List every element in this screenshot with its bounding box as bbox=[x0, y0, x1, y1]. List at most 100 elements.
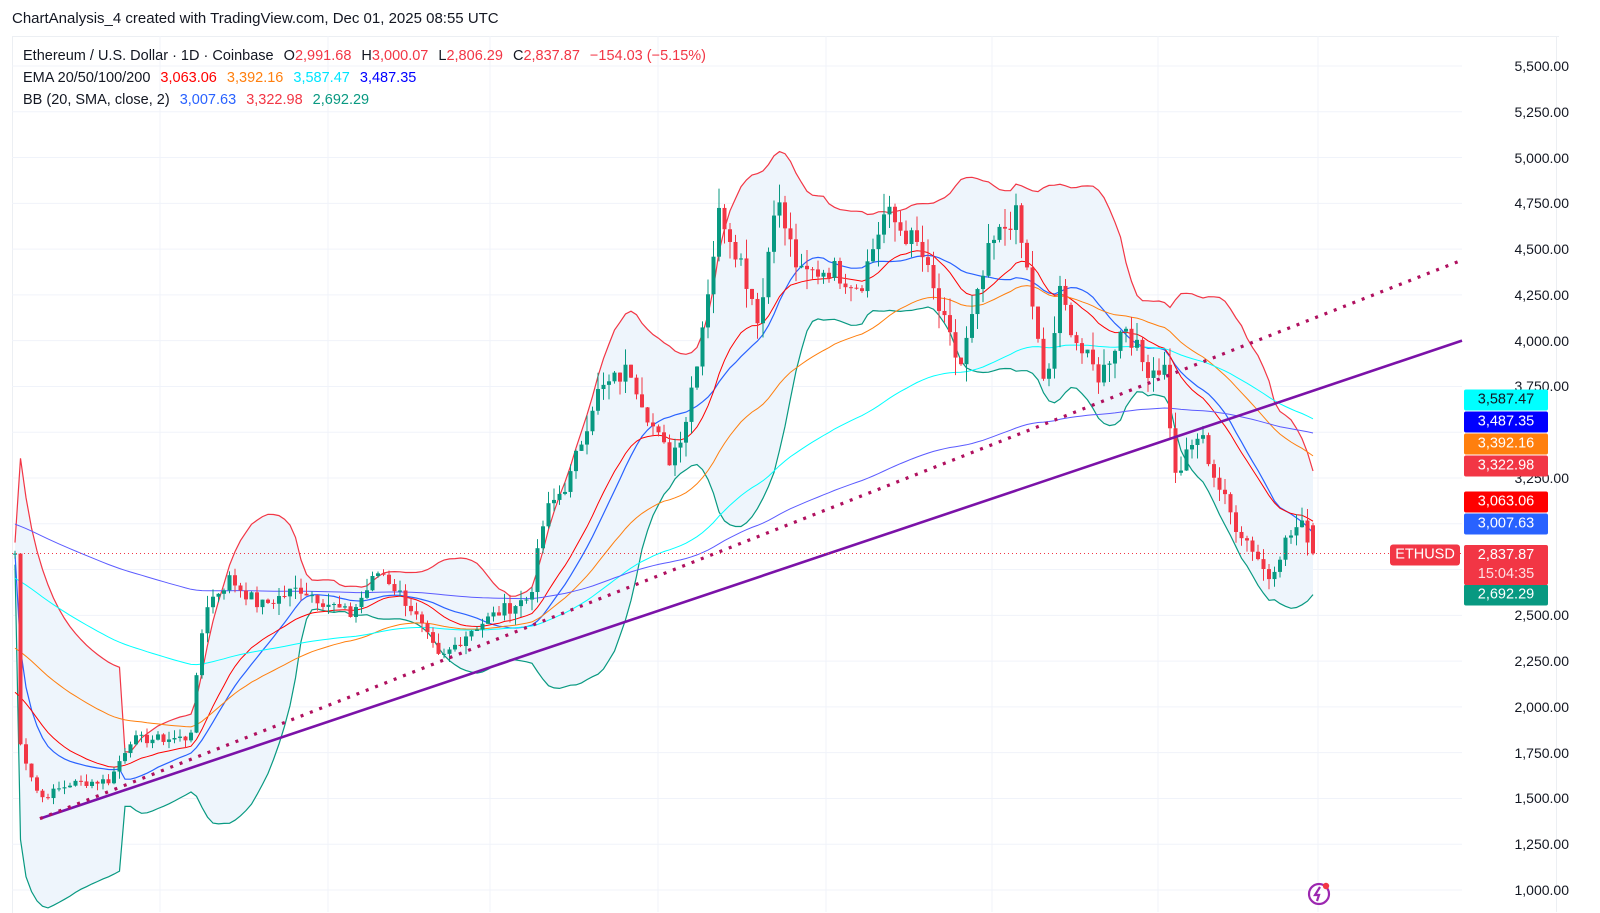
candle-body bbox=[959, 357, 963, 365]
candle-body bbox=[1058, 285, 1062, 334]
bb-legend-row[interactable]: BB (20, SMA, close, 2) 3,007.63 3,322.98… bbox=[23, 89, 712, 111]
candle-body bbox=[1157, 370, 1161, 375]
ema50-value: 3,392.16 bbox=[226, 70, 284, 86]
candle-body bbox=[1267, 569, 1271, 580]
bar-countdown: 15:04:35 bbox=[1477, 566, 1535, 582]
candle-body bbox=[986, 243, 991, 276]
candle-body bbox=[568, 471, 573, 492]
candle-body bbox=[838, 260, 842, 284]
candle-body bbox=[772, 215, 776, 252]
candle-body bbox=[601, 384, 606, 390]
ema200-tag: 3,487.35 bbox=[1464, 411, 1548, 433]
candle-body bbox=[915, 230, 919, 242]
candle-body bbox=[810, 269, 815, 271]
candle-body bbox=[1003, 226, 1007, 229]
candle-body bbox=[909, 230, 914, 245]
candle-body bbox=[1107, 363, 1112, 365]
chart-frame bbox=[12, 36, 1559, 913]
price-tick: 1,750.00 bbox=[1514, 744, 1570, 761]
candle-body bbox=[73, 780, 78, 786]
candle-body bbox=[145, 734, 149, 744]
candle-body bbox=[1201, 435, 1205, 439]
candle-body bbox=[821, 272, 826, 277]
change-value: −154.03 (−5.15%) bbox=[589, 48, 707, 64]
candle-body bbox=[623, 364, 628, 382]
candle-body bbox=[508, 603, 512, 614]
candle-body bbox=[667, 442, 672, 466]
candle-body bbox=[612, 372, 617, 382]
price-tick: 2,000.00 bbox=[1514, 698, 1570, 715]
candle-body bbox=[854, 287, 859, 289]
candle-body bbox=[865, 261, 870, 292]
candle-body bbox=[849, 287, 853, 289]
symbol-legend-row[interactable]: Ethereum / U.S. Dollar · 1D · Coinbase O… bbox=[23, 48, 707, 64]
ema-legend-row[interactable]: EMA 20/50/100/200 3,063.06 3,392.16 3,58… bbox=[23, 67, 712, 89]
candle-body bbox=[1118, 331, 1123, 351]
candle-body bbox=[981, 275, 985, 290]
candle-body bbox=[370, 576, 375, 591]
open-value: 2,991.68 bbox=[294, 48, 352, 64]
candle-body bbox=[376, 573, 380, 577]
candle-body bbox=[90, 781, 94, 786]
candle-body bbox=[1190, 445, 1194, 450]
tradingview-logo-icon[interactable] bbox=[1305, 878, 1333, 906]
candle-body bbox=[1146, 362, 1150, 378]
price-tick: 5,250.00 bbox=[1514, 103, 1570, 120]
candle-body bbox=[574, 450, 578, 472]
ema20-tag: 3,063.06 bbox=[1464, 491, 1548, 513]
candle-body bbox=[497, 612, 501, 616]
candle-body bbox=[860, 288, 864, 292]
high-value: 3,000.07 bbox=[371, 48, 429, 64]
solid-trendline bbox=[39, 339, 1463, 820]
bollinger-band-fill bbox=[15, 151, 1313, 908]
bb-basis-tag: 3,007.63 bbox=[1464, 513, 1548, 535]
candle-body bbox=[491, 612, 496, 617]
candle-body bbox=[1074, 335, 1079, 344]
ema50-tag: 3,392.16 bbox=[1464, 433, 1548, 455]
candle-body bbox=[1135, 339, 1139, 348]
candle-body bbox=[1052, 333, 1057, 369]
candle-body bbox=[964, 337, 969, 365]
candle-body bbox=[29, 763, 34, 778]
candle-body bbox=[156, 734, 160, 740]
candle-body bbox=[1014, 205, 1018, 230]
candle-body bbox=[513, 606, 518, 614]
price-tick: 4,750.00 bbox=[1514, 195, 1570, 212]
candle-body bbox=[519, 600, 523, 607]
candle-body bbox=[392, 584, 397, 592]
candle-body bbox=[1217, 477, 1222, 490]
candle-body bbox=[684, 421, 688, 443]
candle-body bbox=[365, 590, 369, 598]
candle-body bbox=[1030, 267, 1035, 307]
price-axis-border bbox=[1556, 36, 1557, 912]
candle-body bbox=[18, 553, 23, 745]
price-tick: 4,000.00 bbox=[1514, 332, 1570, 349]
candle-body bbox=[541, 526, 545, 549]
candle-body bbox=[40, 790, 45, 798]
candle-body bbox=[321, 603, 325, 607]
candle-body bbox=[359, 597, 364, 608]
ema50-line bbox=[14, 285, 1314, 728]
candle-body bbox=[315, 595, 320, 604]
candle-body bbox=[788, 228, 793, 240]
candle-body bbox=[552, 499, 556, 504]
bb-upper-tag: 3,322.98 bbox=[1464, 455, 1548, 477]
candle-body bbox=[167, 739, 171, 742]
candle-body bbox=[1085, 349, 1090, 354]
candle-body bbox=[277, 596, 281, 604]
candle-body bbox=[629, 364, 633, 378]
candle-body bbox=[216, 593, 221, 597]
candle-body bbox=[68, 785, 72, 788]
candle-body bbox=[46, 797, 50, 799]
candle-body bbox=[304, 593, 309, 596]
candle-body bbox=[1184, 449, 1189, 471]
candle-body bbox=[403, 590, 408, 606]
ema-label: EMA 20/50/100/200 bbox=[23, 70, 151, 86]
candle-body bbox=[887, 206, 892, 215]
candle-body bbox=[1311, 525, 1315, 554]
candle-body bbox=[832, 260, 837, 278]
candle-body bbox=[722, 207, 727, 230]
chart-legend: Ethereum / U.S. Dollar · 1D · Coinbase O… bbox=[23, 45, 712, 111]
price-tick: 5,000.00 bbox=[1514, 149, 1570, 166]
